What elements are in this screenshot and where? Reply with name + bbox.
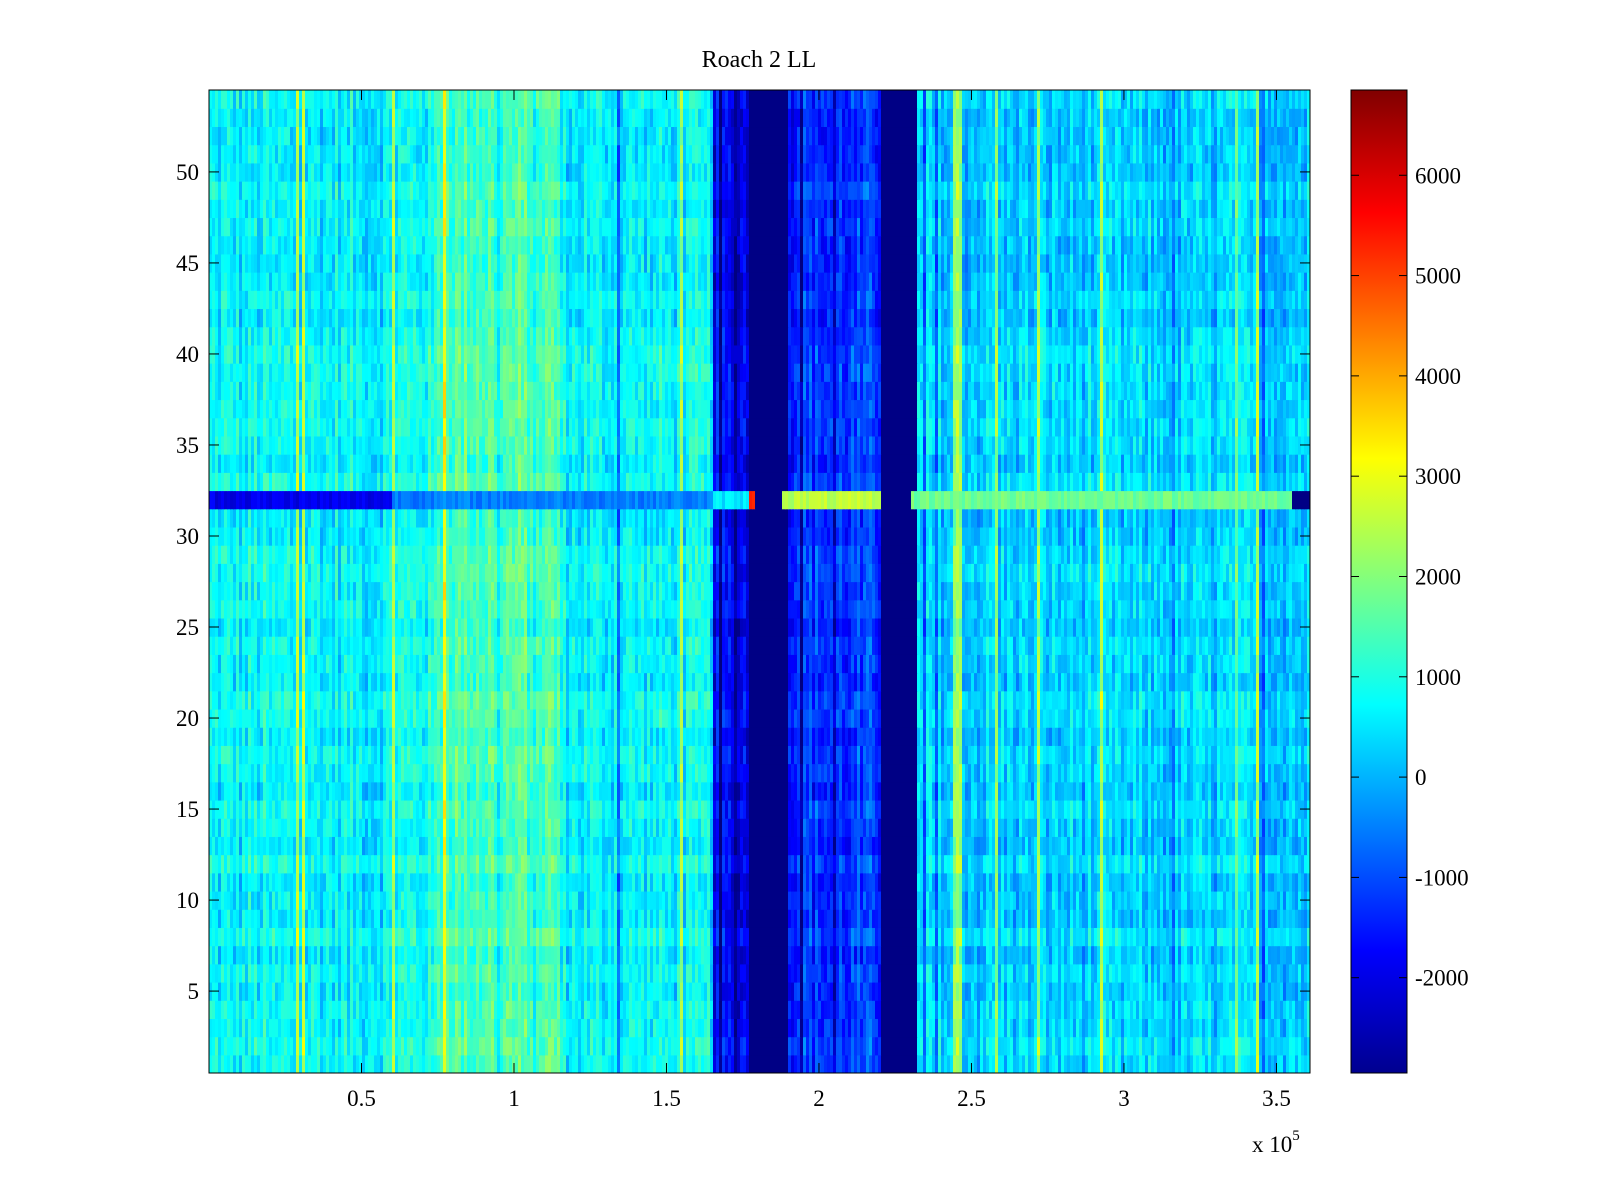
heatmap-cells: [209, 90, 1311, 1074]
chart-title: Roach 2 LL: [702, 47, 817, 73]
